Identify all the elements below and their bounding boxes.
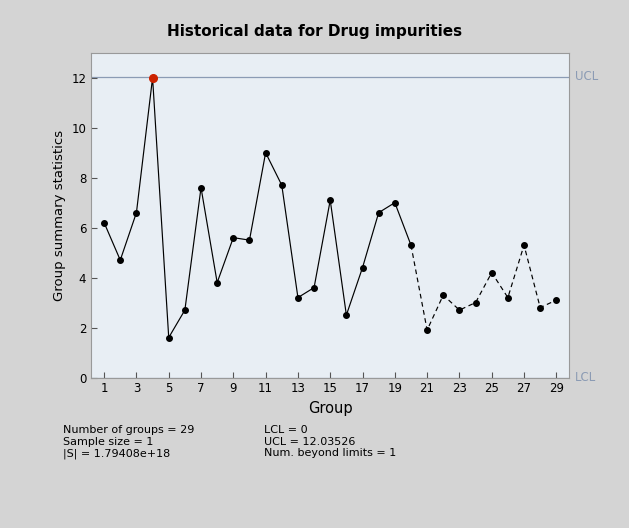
Text: UCL: UCL [575,70,598,83]
Text: Historical data for Drug impurities: Historical data for Drug impurities [167,24,462,39]
Text: Number of groups = 29
Sample size = 1
|S| = 1.79408e+18: Number of groups = 29 Sample size = 1 |S… [63,425,194,459]
Text: LCL = 0
UCL = 12.03526
Num. beyond limits = 1: LCL = 0 UCL = 12.03526 Num. beyond limit… [264,425,396,458]
Y-axis label: Group summary statistics: Group summary statistics [53,129,66,301]
X-axis label: Group: Group [308,401,352,416]
Text: LCL: LCL [575,371,596,384]
